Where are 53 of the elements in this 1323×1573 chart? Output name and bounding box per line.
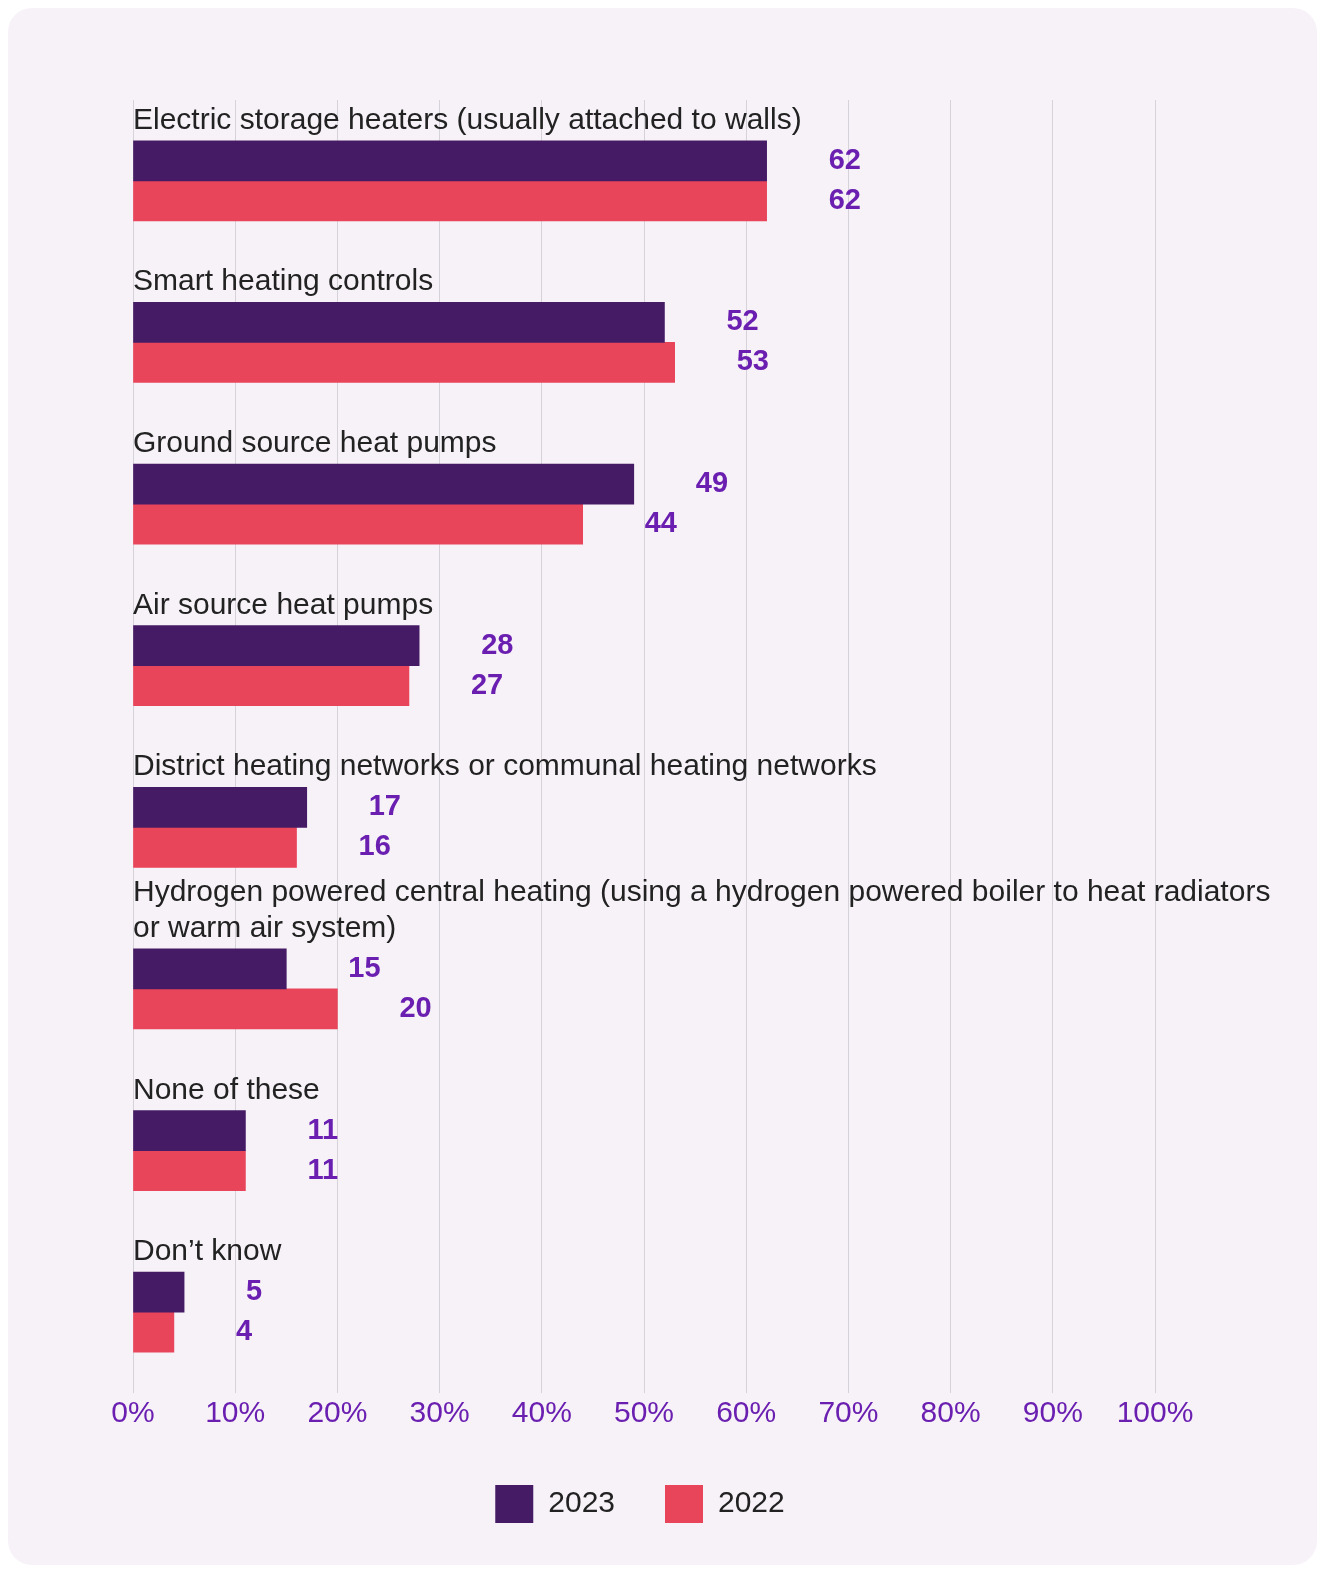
x-tick-label: 50% xyxy=(613,1395,675,1429)
bar xyxy=(133,302,665,343)
y-tick-label: District heating networks or communal heating networks xyxy=(133,748,877,782)
data-label: 4 xyxy=(235,1314,253,1347)
data-label: 17 xyxy=(368,789,402,822)
data-label: 27 xyxy=(470,667,504,700)
x-tick-label: 0% xyxy=(111,1395,155,1429)
y-tick-label: Smart heating controls xyxy=(133,263,434,297)
y-tick-label: Hydrogen powered central heating (using a hydrogen powered boiler to heat radiators or warm air system) xyxy=(133,873,1271,943)
x-tick-label: 100% xyxy=(1116,1395,1194,1429)
x-tick-label: 80% xyxy=(920,1395,981,1429)
bar xyxy=(133,948,287,990)
x-tick-label: 10% xyxy=(205,1395,266,1429)
data-label: 44 xyxy=(644,506,677,539)
x-tick-label: 40% xyxy=(511,1395,572,1429)
x-tick-label: 20% xyxy=(307,1395,368,1429)
data-label: 5 xyxy=(246,1274,263,1307)
bar xyxy=(133,1150,246,1191)
y-tick-label: Ground source heat pumps xyxy=(133,425,497,459)
data-label: 15 xyxy=(348,950,381,983)
legend-label: 2022 xyxy=(718,1485,785,1519)
bar xyxy=(133,826,297,868)
bar xyxy=(133,1311,175,1353)
y-tick-label: Electric storage heaters (usually attached to walls) xyxy=(133,101,802,135)
legend-label: 2023 xyxy=(548,1485,616,1519)
bar xyxy=(133,463,635,505)
x-tick-label: 30% xyxy=(409,1395,470,1429)
data-label: 28 xyxy=(481,627,514,660)
x-tick-label: 70% xyxy=(818,1395,879,1429)
y-tick-label: Air source heat pumps xyxy=(133,586,434,620)
data-label: 52 xyxy=(726,304,759,337)
x-tick-label: 90% xyxy=(1022,1395,1083,1429)
y-tick-label: None of these xyxy=(133,1071,320,1105)
x-tick-label: 60% xyxy=(716,1395,777,1429)
data-label: 20 xyxy=(399,990,432,1023)
data-label: 49 xyxy=(695,466,729,499)
bar xyxy=(133,665,410,707)
bar xyxy=(133,625,420,667)
data-label: 11 xyxy=(307,1112,339,1145)
bar xyxy=(133,503,584,545)
bar xyxy=(133,180,767,222)
data-label: 62 xyxy=(828,182,861,215)
bar xyxy=(133,342,675,383)
bar xyxy=(133,140,767,182)
bar xyxy=(133,1110,246,1151)
data-label: 16 xyxy=(358,829,391,862)
data-label: 62 xyxy=(828,142,861,175)
bar xyxy=(133,1271,185,1313)
bar xyxy=(133,786,308,828)
y-tick-label: Don’t know xyxy=(133,1233,282,1267)
data-label: 11 xyxy=(307,1152,339,1185)
bar xyxy=(133,988,338,1030)
data-label: 53 xyxy=(736,344,769,377)
